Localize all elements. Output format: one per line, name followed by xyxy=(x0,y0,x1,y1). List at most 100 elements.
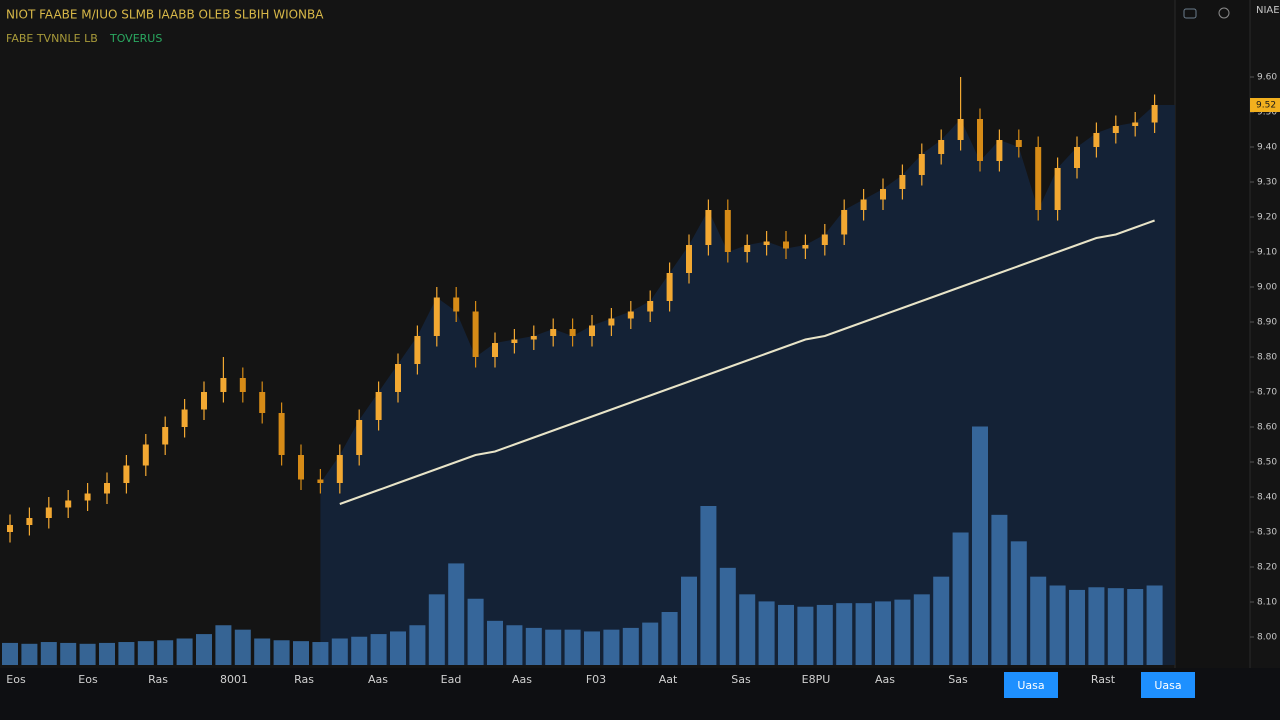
candle-body xyxy=(957,119,964,140)
volume-bar xyxy=(603,629,620,665)
volume-bar xyxy=(448,563,465,665)
y-tick-label: 8.70 xyxy=(1257,388,1277,398)
subtitle-tag: TOVERUS xyxy=(109,32,162,45)
candle-body xyxy=(84,493,91,501)
volume-bar xyxy=(700,506,717,665)
candle-body xyxy=(181,409,188,427)
volume-bar xyxy=(1107,588,1124,665)
volume-bar xyxy=(545,629,562,665)
candle-body xyxy=(26,518,33,525)
volume-bar xyxy=(351,636,368,665)
candle-body xyxy=(45,507,52,518)
volume-bar xyxy=(758,601,775,665)
x-tick-label: Sas xyxy=(731,673,751,686)
volume-bar xyxy=(2,642,18,665)
candle-body xyxy=(744,245,751,252)
volume-bar xyxy=(137,641,154,665)
subtitle: FABE TVNNLE LB xyxy=(6,32,98,45)
candle-body xyxy=(65,500,72,508)
volume-bar xyxy=(157,640,174,665)
candle-body xyxy=(453,297,460,312)
y-tick-label: 9.50 xyxy=(1257,108,1277,118)
volume-bar xyxy=(370,634,387,665)
candle-body xyxy=(686,245,692,273)
candle-body xyxy=(472,311,479,357)
volume-bar xyxy=(913,594,930,665)
volume-bar xyxy=(875,601,891,665)
last-price-label: 9.52 xyxy=(1256,101,1276,111)
candle-body xyxy=(220,378,227,392)
x-tick-label: 8001 xyxy=(220,673,248,686)
candle-body xyxy=(569,329,576,336)
candle-body xyxy=(880,189,886,200)
x-tick-label: Eos xyxy=(6,673,26,686)
volume-bar xyxy=(409,625,426,665)
x-tick-label: Eos xyxy=(78,673,98,686)
volume-bar xyxy=(972,426,988,665)
volume-bar xyxy=(79,643,96,665)
volume-bar xyxy=(584,631,600,665)
candle-body xyxy=(239,378,246,392)
y-tick-label: 8.00 xyxy=(1257,633,1277,643)
volume-bar xyxy=(952,532,969,665)
y-tick-label: 9.10 xyxy=(1257,248,1277,258)
candle-body xyxy=(550,329,557,336)
volume-bar xyxy=(1146,585,1163,665)
candle-body xyxy=(433,297,440,336)
y-tick-label: 8.40 xyxy=(1257,493,1277,503)
candle-body xyxy=(162,427,169,445)
candle-body xyxy=(530,336,537,340)
volume-bar xyxy=(836,603,853,665)
volume-bar xyxy=(739,594,756,665)
y-tick-label: 9.40 xyxy=(1257,143,1277,153)
price-area xyxy=(320,105,1175,665)
x-tick-label: Ead xyxy=(441,673,462,686)
candle-body xyxy=(589,325,595,336)
icon[interactable] xyxy=(1218,7,1230,19)
y-tick-label: 8.20 xyxy=(1257,563,1277,573)
volume-bar xyxy=(254,638,271,665)
candle-body xyxy=(511,339,518,343)
candle-body xyxy=(608,318,615,326)
volume-bar xyxy=(933,576,950,665)
volume-bar xyxy=(991,514,1008,665)
candle-body xyxy=(996,140,1003,161)
candle-body xyxy=(666,273,673,301)
volume-bar xyxy=(1069,589,1085,665)
x-tick-label: Rast xyxy=(1091,673,1116,686)
candle-body xyxy=(1093,133,1100,147)
y-tick-label: 9.30 xyxy=(1257,178,1277,188)
axis-header: NIAE xyxy=(1256,5,1280,16)
candle-body xyxy=(395,364,401,392)
volume-bar xyxy=(196,634,212,665)
candle-body xyxy=(821,234,828,245)
candle-body xyxy=(1112,126,1119,133)
x-label-highlight[interactable] xyxy=(1141,672,1195,698)
candle-body xyxy=(7,525,13,532)
y-tick-label: 8.10 xyxy=(1257,598,1277,608)
candle-body xyxy=(414,336,421,364)
x-label-highlight[interactable] xyxy=(1004,672,1058,698)
y-tick-label: 8.30 xyxy=(1257,528,1277,538)
candle-body xyxy=(783,241,789,249)
volume-bar xyxy=(273,640,290,665)
y-tick-label: 9.00 xyxy=(1257,283,1277,293)
volume-bar xyxy=(99,642,115,665)
moving-average xyxy=(339,219,1155,505)
candle-body xyxy=(1015,140,1022,147)
volume-bar xyxy=(1010,541,1027,665)
volume-bar xyxy=(506,625,523,665)
volume-bar xyxy=(681,576,697,665)
y-tick-label: 8.90 xyxy=(1257,318,1277,328)
volume-bar xyxy=(312,642,329,665)
candle-body xyxy=(918,154,925,175)
candle-body xyxy=(763,241,770,245)
candle-body xyxy=(647,301,654,312)
axis-gutter xyxy=(1175,0,1250,668)
icon[interactable] xyxy=(1183,8,1197,19)
candle-body xyxy=(627,311,634,319)
y-tick-label: 8.60 xyxy=(1257,423,1277,433)
volume-bar xyxy=(661,612,678,665)
